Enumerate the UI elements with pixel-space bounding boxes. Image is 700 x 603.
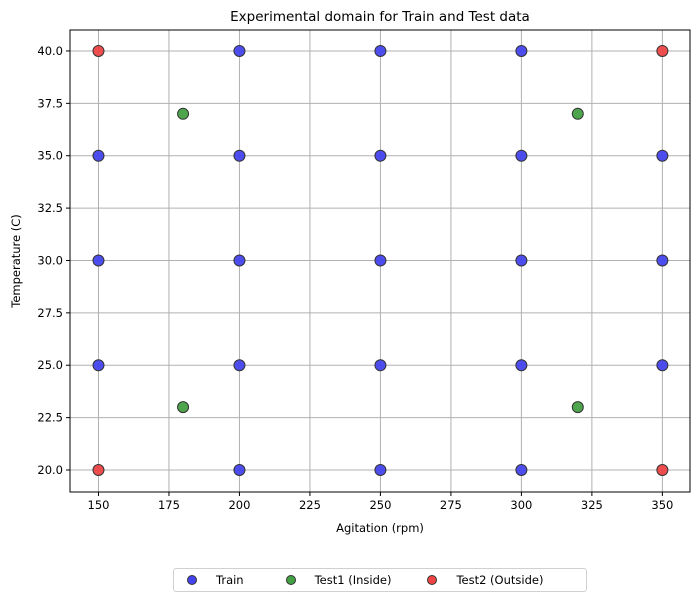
data-point [656, 464, 669, 476]
data-point [233, 44, 246, 57]
data-point [656, 254, 669, 267]
data-point [233, 149, 246, 162]
x-tick-label: 200 [228, 498, 250, 512]
y-tick-label: 35.0 [37, 149, 63, 163]
data-point [374, 149, 387, 162]
data-point [374, 254, 387, 267]
y-tick-label: 27.5 [37, 306, 63, 320]
data-point [515, 149, 528, 162]
y-tick-label: 22.5 [37, 411, 63, 425]
legend-label-test1: Test1 (Inside) [314, 573, 392, 587]
y-axis-label: Temperature (C) [9, 214, 23, 309]
x-tick-label: 300 [510, 498, 532, 512]
legend-item-test2: Test2 (Outside) [427, 573, 543, 587]
legend-item-train: Train [187, 573, 244, 587]
x-tick-label: 350 [651, 498, 673, 512]
legend-label-train: Train [216, 573, 244, 587]
legend-label-test2: Test2 (Outside) [456, 573, 544, 587]
data-point [656, 359, 669, 372]
data-points [92, 44, 669, 476]
data-point [515, 44, 528, 57]
legend-item-test1: Test1 (Inside) [285, 573, 392, 587]
x-tick-label: 275 [440, 498, 462, 512]
y-tick-label: 32.5 [37, 201, 63, 215]
data-point [374, 44, 387, 57]
data-point [374, 359, 387, 372]
chart-title: Experimental domain for Train and Test d… [230, 9, 530, 25]
x-tick-label: 250 [369, 498, 391, 512]
legend-marker-test1-icon [285, 575, 296, 585]
data-point [92, 149, 105, 162]
data-point [92, 464, 105, 476]
y-tick-label: 30.0 [37, 253, 63, 267]
data-point [515, 254, 528, 267]
legend-marker-test2-icon [427, 575, 438, 585]
x-axis-label: Agitation (rpm) [336, 521, 424, 535]
x-tick-label: 325 [581, 498, 603, 512]
y-axis-ticks: 20.0 22.5 25.0 27.5 30.0 32.5 35.0 37.5 40.0 [37, 44, 70, 477]
data-point [233, 254, 246, 267]
legend-marker-train-icon [187, 575, 197, 585]
y-tick-label: 20.0 [37, 463, 63, 477]
y-tick-label: 40.0 [37, 44, 63, 58]
data-point [92, 254, 105, 267]
legend: Train Test1 (Inside) Test2 (Outside) [173, 568, 587, 592]
data-point [233, 464, 246, 476]
data-point [177, 401, 190, 414]
data-point [515, 359, 528, 372]
y-tick-label: 37.5 [37, 96, 63, 110]
data-point [571, 401, 584, 414]
data-point [374, 464, 387, 476]
x-tick-label: 150 [88, 498, 110, 512]
x-tick-label: 175 [158, 498, 180, 512]
x-axis-ticks: 150 175 200 225 250 275 300 325 350 [88, 492, 673, 512]
data-point [92, 44, 105, 57]
data-point [92, 359, 105, 372]
y-tick-label: 25.0 [37, 358, 63, 372]
x-tick-label: 225 [299, 498, 321, 512]
data-point [571, 107, 584, 120]
data-point [233, 359, 246, 372]
data-point [177, 107, 190, 120]
data-point [515, 464, 528, 476]
data-point [656, 149, 669, 162]
data-point [656, 44, 669, 57]
